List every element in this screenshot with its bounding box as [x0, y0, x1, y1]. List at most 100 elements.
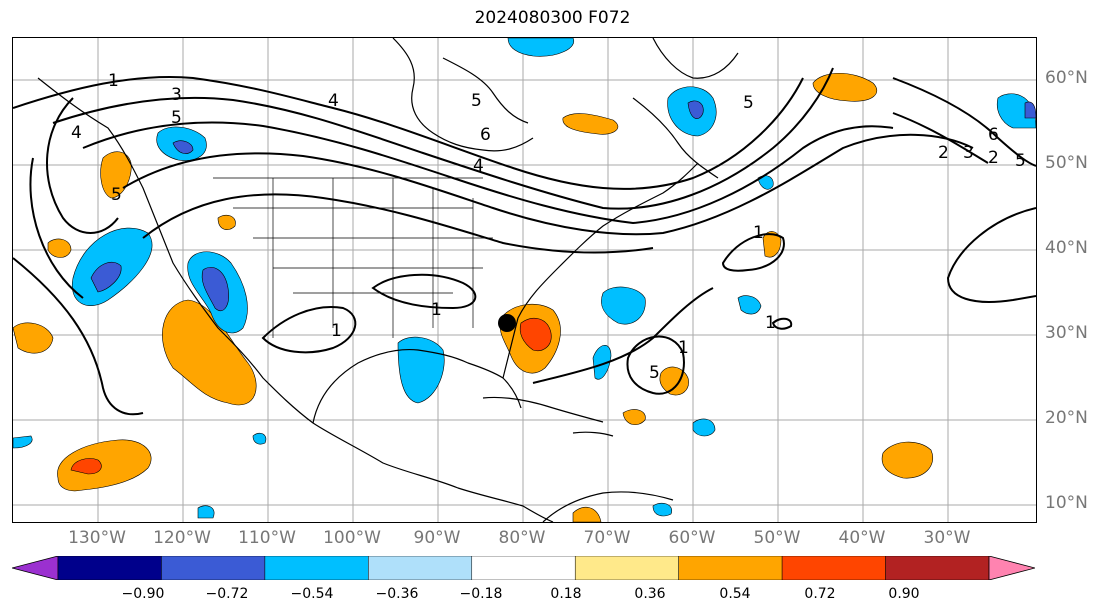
anomaly-blob-blue: [692, 418, 716, 437]
lat-label: 40°N: [1045, 238, 1088, 258]
contour-line: [946, 207, 1036, 303]
contour-label: 1: [331, 321, 342, 341]
contour-label: 1: [431, 300, 442, 320]
colorbar-tick: −0.90: [121, 586, 165, 602]
map-panel: 1 3 5 4 5 4 5 6 4 5 6 2 3 2 5 1 1 1 1 1: [12, 37, 1037, 523]
colorbar-tick: 0.18: [550, 586, 582, 602]
contour-label: 5: [1015, 151, 1026, 171]
coastline-canada: [392, 38, 534, 152]
contour-line: [532, 287, 714, 384]
lat-label: 60°N: [1045, 68, 1088, 88]
contour-label-group: 1 3 5 4 5 4 5 6 4 5 6 2 3 2 5 1 1 1 1 1: [71, 71, 1026, 383]
anomaly-blob-orange: [622, 409, 646, 426]
anomaly-blob-red: [70, 458, 102, 475]
anomaly-blob-darkblue: [687, 100, 704, 120]
contour-line: [46, 97, 119, 234]
coastline-east: [502, 162, 699, 379]
contour-label: 1: [765, 313, 776, 333]
contour-label: 6: [988, 125, 999, 145]
lon-label: 80°W: [498, 528, 546, 548]
coastline-south-america: [542, 491, 674, 522]
coastline-hispaniola: [572, 431, 614, 437]
colorbar: [12, 556, 1035, 580]
colorbar-tick: 0.54: [719, 586, 751, 602]
colorbar-segment: [161, 556, 266, 580]
anomaly-blob-darkblue: [172, 140, 194, 154]
contour-label: 5: [649, 363, 660, 383]
colorbar-segment: [57, 556, 162, 580]
anomaly-blob-red: [519, 317, 552, 351]
graticule: [13, 38, 1036, 522]
anomaly-blob-blue: [601, 286, 646, 325]
anomaly-blob-orange: [562, 113, 619, 135]
contour-label: 4: [71, 123, 82, 143]
colorbar-segment: [264, 556, 369, 580]
contour-line: [261, 306, 357, 354]
colorbar-segment: [678, 556, 783, 580]
anomaly-blob-orange: [881, 441, 933, 479]
contour-label: 1: [753, 223, 764, 243]
colorbar-extend-low: [12, 556, 59, 580]
contour-line: [13, 76, 804, 190]
anomaly-blob-orange: [812, 73, 878, 102]
contour-line: [892, 77, 1036, 167]
contour-label: 5: [743, 93, 754, 113]
contour-label: 1: [678, 338, 689, 358]
contour-line: [52, 67, 834, 210]
lon-label: 120°W: [153, 528, 211, 548]
anomaly-blob-orange: [762, 231, 782, 258]
anomaly-blob-blue: [13, 435, 33, 449]
contour-label: 5: [111, 185, 122, 205]
contour-label: 1: [108, 71, 119, 91]
lon-label: 60°W: [668, 528, 716, 548]
contour-label: 3: [963, 143, 974, 163]
lat-label: 10°N: [1045, 493, 1088, 513]
colorbar-tick: 0.36: [634, 586, 666, 602]
contour-line: [29, 157, 84, 299]
colorbar-tick: −0.18: [459, 586, 503, 602]
contour-line: [82, 121, 894, 225]
colorbar-tick: 0.72: [804, 586, 836, 602]
coastline-hudson: [442, 57, 529, 124]
colorbar-segments: [12, 556, 1035, 580]
coastline-gulf: [312, 348, 522, 424]
colorbar-segment: [368, 556, 473, 580]
coastline-labrador: [632, 97, 719, 179]
contour-label: 4: [473, 156, 484, 176]
colorbar-segment: [471, 556, 576, 580]
contour-line: [13, 257, 144, 416]
lon-label: 30°W: [923, 528, 971, 548]
anomaly-blob-orange: [57, 439, 152, 492]
contour-line: [371, 273, 477, 310]
coastline-cuba: [482, 396, 604, 423]
lon-label: 40°W: [838, 528, 886, 548]
contour-line: [892, 112, 989, 164]
colorbar-tick: −0.72: [205, 586, 249, 602]
anomaly-blob-orange: [162, 299, 257, 406]
anomaly-blob-orange: [47, 238, 72, 258]
coastline-north-america: [37, 77, 554, 522]
map-title: 2024080300 F072: [474, 8, 631, 28]
lon-label: 90°W: [413, 528, 461, 548]
contour-line: [771, 317, 793, 330]
anomaly-blob-orange: [13, 322, 54, 354]
anomaly-blob-blue: [197, 505, 215, 519]
anomaly-blob-blue: [592, 345, 612, 380]
contour-line: [142, 193, 654, 254]
colorbar-tick: 0.90: [888, 586, 920, 602]
contour-label: 6: [480, 125, 491, 145]
lon-label: 100°W: [323, 528, 381, 548]
lon-label: 70°W: [583, 528, 631, 548]
lat-label: 30°N: [1045, 323, 1088, 343]
contour-line: [721, 233, 785, 272]
colorbar-extend-high: [988, 556, 1035, 580]
anomaly-blob-blue: [397, 336, 445, 404]
contour-label: 4: [328, 91, 339, 111]
anomaly-blob-darkblue: [1024, 101, 1036, 119]
contour-label: 2: [938, 143, 949, 163]
filled-anomalies: [13, 38, 1036, 522]
anomaly-blob-orange: [217, 214, 236, 231]
coastline-greenland: [652, 38, 739, 79]
colorbar-segment: [781, 556, 886, 580]
